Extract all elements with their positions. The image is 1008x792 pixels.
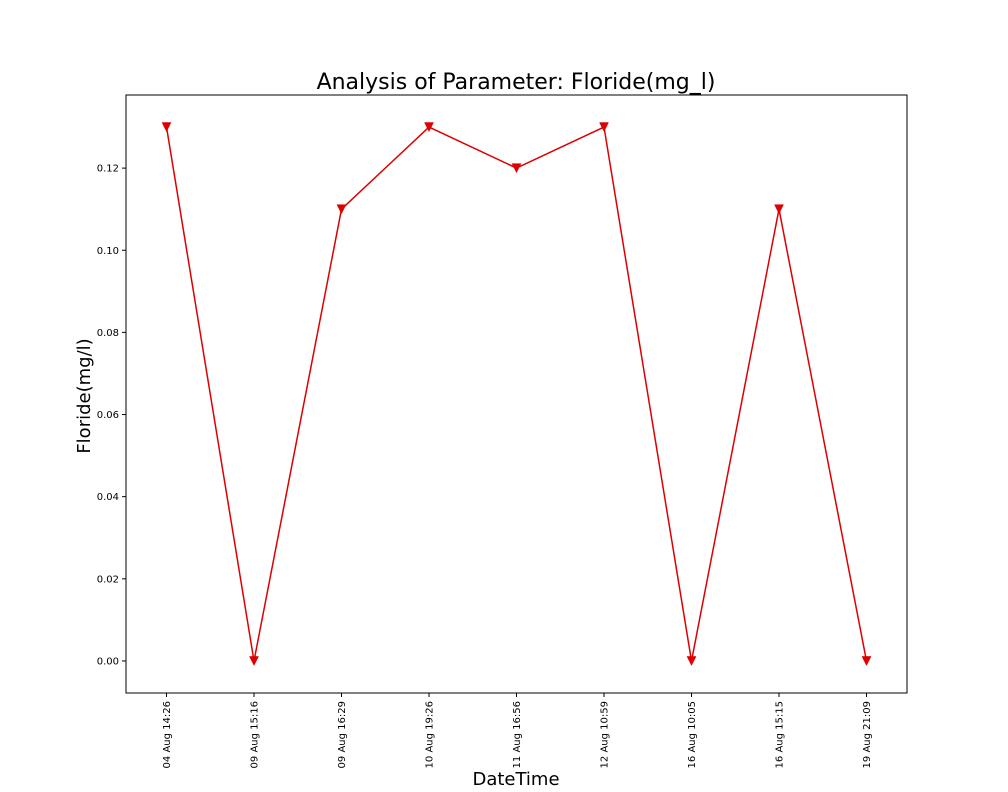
y-tick-label: 0.04 <box>97 492 119 503</box>
chart-title: Analysis of Parameter: Floride(mg_l) <box>317 70 716 95</box>
y-tick-label: 0.08 <box>97 328 119 339</box>
x-tick-label: 16 Aug 10:05 <box>687 701 698 768</box>
data-point <box>599 122 609 133</box>
y-tick-label: 0.02 <box>97 574 119 585</box>
data-point <box>861 656 872 667</box>
x-tick-label: 09 Aug 15:16 <box>250 701 261 768</box>
x-tick-label: 12 Aug 10:59 <box>600 701 611 768</box>
data-point <box>774 204 784 215</box>
x-tick-label: 09 Aug 16:29 <box>337 701 348 768</box>
x-tick-label: 19 Aug 21:09 <box>862 701 873 768</box>
data-point <box>686 656 697 667</box>
y-tick-label: 0.12 <box>97 164 119 175</box>
series-layer <box>161 122 872 667</box>
y-tick-label: 0.10 <box>97 246 119 257</box>
x-tick-label: 16 Aug 15:15 <box>775 701 786 768</box>
x-tick-label: 04 Aug 14:26 <box>162 701 173 768</box>
plot-frame <box>125 94 908 694</box>
x-tick-label: 11 Aug 16:56 <box>512 701 523 768</box>
series-line <box>165 125 868 662</box>
ticks-layer: 0.00 0.02 0.04 0.06 0.08 0.10 0.12 04 Aug 14:26… <box>97 164 873 769</box>
data-point <box>336 204 347 215</box>
y-tick-label: 0.00 <box>97 656 119 667</box>
data-point <box>511 163 522 174</box>
data-point <box>161 122 172 133</box>
y-axis-label: Floride(mg/l) <box>74 338 95 453</box>
x-tick-label: 10 Aug 19:26 <box>425 701 436 768</box>
data-point <box>249 656 259 667</box>
data-point <box>424 122 434 133</box>
x-axis-label: DateTime <box>472 769 559 790</box>
y-tick-label: 0.06 <box>97 410 119 421</box>
